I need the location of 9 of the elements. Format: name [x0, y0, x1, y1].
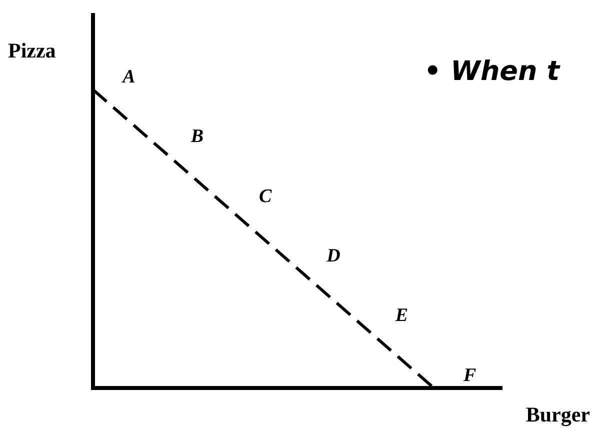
text: A: [122, 66, 136, 88]
annotation: E: [394, 305, 408, 326]
y-axis-title: Pizza: [8, 38, 56, 62]
annotation: B: [190, 126, 204, 148]
x-axis-title: Burger: [526, 402, 590, 426]
annotation: C: [258, 186, 272, 207]
text: • When t: [424, 56, 561, 88]
annotation: D: [326, 246, 341, 267]
annotation: F: [462, 364, 476, 386]
